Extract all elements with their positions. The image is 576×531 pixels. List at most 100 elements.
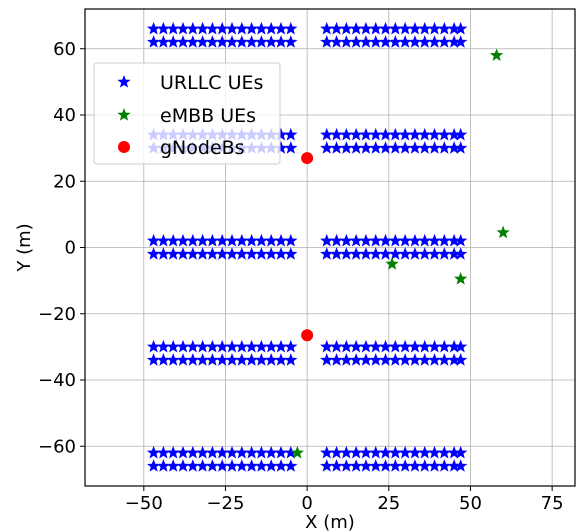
urllc-ue-marker <box>186 35 200 48</box>
urllc-ue-marker <box>437 141 451 154</box>
urllc-ue-marker <box>378 233 393 247</box>
urllc-ue-marker <box>454 353 468 366</box>
urllc-ue-marker <box>454 247 468 260</box>
urllc-ue-marker <box>244 445 259 459</box>
urllc-ue-marker <box>359 459 373 472</box>
urllc-ue-marker <box>359 353 373 366</box>
urllc-ue-marker <box>235 445 249 459</box>
urllc-ue-marker <box>225 339 239 353</box>
urllc-ue-marker <box>427 233 442 247</box>
urllc-ue-marker <box>349 233 363 247</box>
urllc-ue-marker <box>418 141 432 154</box>
urllc-ue-marker <box>225 247 239 260</box>
y-tick-label: 60 <box>53 39 76 60</box>
urllc-ue-marker <box>244 247 259 260</box>
urllc-ue-marker <box>427 445 442 459</box>
urllc-ue-marker <box>244 353 259 366</box>
urllc-ue-marker <box>320 445 334 459</box>
urllc-ue-marker <box>205 339 220 353</box>
legend-marker-gnodebs <box>118 141 130 153</box>
urllc-ue-marker <box>339 21 353 35</box>
urllc-ue-marker <box>225 233 239 247</box>
urllc-ue-marker <box>349 459 363 472</box>
urllc-ue-marker <box>205 459 220 472</box>
urllc-ue-marker <box>339 353 353 366</box>
urllc-ue-marker <box>378 127 393 141</box>
urllc-ue-marker <box>437 21 451 35</box>
urllc-ue-marker <box>254 247 269 260</box>
urllc-ue-marker <box>235 459 249 472</box>
urllc-ue-marker <box>156 445 171 459</box>
urllc-ue-marker <box>378 445 393 459</box>
urllc-ue-marker <box>408 21 422 35</box>
urllc-ue-marker <box>447 339 461 353</box>
urllc-ue-marker <box>195 35 210 48</box>
urllc-ue-marker <box>329 21 344 35</box>
urllc-ue-marker <box>205 233 220 247</box>
urllc-ue-marker <box>195 339 210 353</box>
urllc-ue-marker <box>156 247 171 260</box>
urllc-ue-marker <box>264 445 278 459</box>
urllc-ue-marker <box>339 339 353 353</box>
urllc-ue-marker <box>205 445 220 459</box>
urllc-ue-marker <box>408 459 422 472</box>
urllc-ue-marker <box>195 459 210 472</box>
plot-marks <box>146 21 510 472</box>
gnodeb-marker <box>301 329 314 342</box>
embb-ue-marker <box>290 445 304 459</box>
embb-ue-marker <box>496 225 510 239</box>
urllc-ue-marker <box>186 353 200 366</box>
urllc-ue-marker <box>166 35 180 48</box>
y-tick-label: 0 <box>65 238 76 259</box>
gnodeb-marker <box>301 152 314 165</box>
urllc-ue-marker <box>274 445 288 459</box>
urllc-ue-marker <box>254 35 269 48</box>
urllc-ue-marker <box>166 233 180 247</box>
urllc-ue-marker <box>284 233 298 247</box>
legend-marker-embb <box>117 108 131 121</box>
urllc-ue-marker <box>398 339 412 353</box>
urllc-ue-marker <box>156 339 171 353</box>
urllc-ue-marker <box>225 35 239 48</box>
urllc-ue-marker <box>215 247 229 260</box>
urllc-ue-marker <box>388 445 402 459</box>
urllc-ue-marker <box>215 233 229 247</box>
urllc-ue-marker <box>320 233 334 247</box>
urllc-ue-marker <box>447 127 461 141</box>
urllc-ue-marker <box>378 141 393 154</box>
urllc-ue-marker <box>146 445 161 459</box>
urllc-ue-marker <box>388 247 402 260</box>
urllc-ue-marker <box>264 247 278 260</box>
urllc-ue-marker <box>339 35 353 48</box>
urllc-ue-marker <box>166 21 180 35</box>
urllc-ue-marker <box>378 21 393 35</box>
urllc-ue-marker <box>264 233 278 247</box>
urllc-ue-marker <box>320 35 334 48</box>
x-tick-label: 50 <box>459 493 482 514</box>
urllc-ue-marker <box>264 353 278 366</box>
urllc-ue-marker <box>339 141 353 154</box>
urllc-ue-marker <box>329 445 344 459</box>
urllc-ue-marker <box>388 339 402 353</box>
urllc-ue-marker <box>195 233 210 247</box>
urllc-ue-marker <box>146 247 161 260</box>
urllc-ue-marker <box>349 353 363 366</box>
urllc-ue-marker <box>359 247 373 260</box>
urllc-ue-marker <box>166 339 180 353</box>
urllc-ue-marker <box>418 21 432 35</box>
urllc-ue-marker <box>427 459 442 472</box>
urllc-ue-marker <box>454 127 468 141</box>
urllc-ue-marker <box>264 21 278 35</box>
urllc-ue-marker <box>437 353 451 366</box>
axis-ticks: −50 −25 0 25 50 75 −60 −40 −20 0 20 40 60 <box>38 39 564 514</box>
urllc-ue-marker <box>418 233 432 247</box>
urllc-ue-marker <box>146 339 161 353</box>
urllc-ue-marker <box>408 141 422 154</box>
urllc-ue-marker <box>418 247 432 260</box>
urllc-ue-marker <box>349 445 363 459</box>
urllc-ue-marker <box>359 141 373 154</box>
urllc-ue-marker <box>320 339 334 353</box>
urllc-ue-marker <box>329 35 344 48</box>
urllc-ue-marker <box>408 127 422 141</box>
y-tick-label: −40 <box>38 370 76 391</box>
